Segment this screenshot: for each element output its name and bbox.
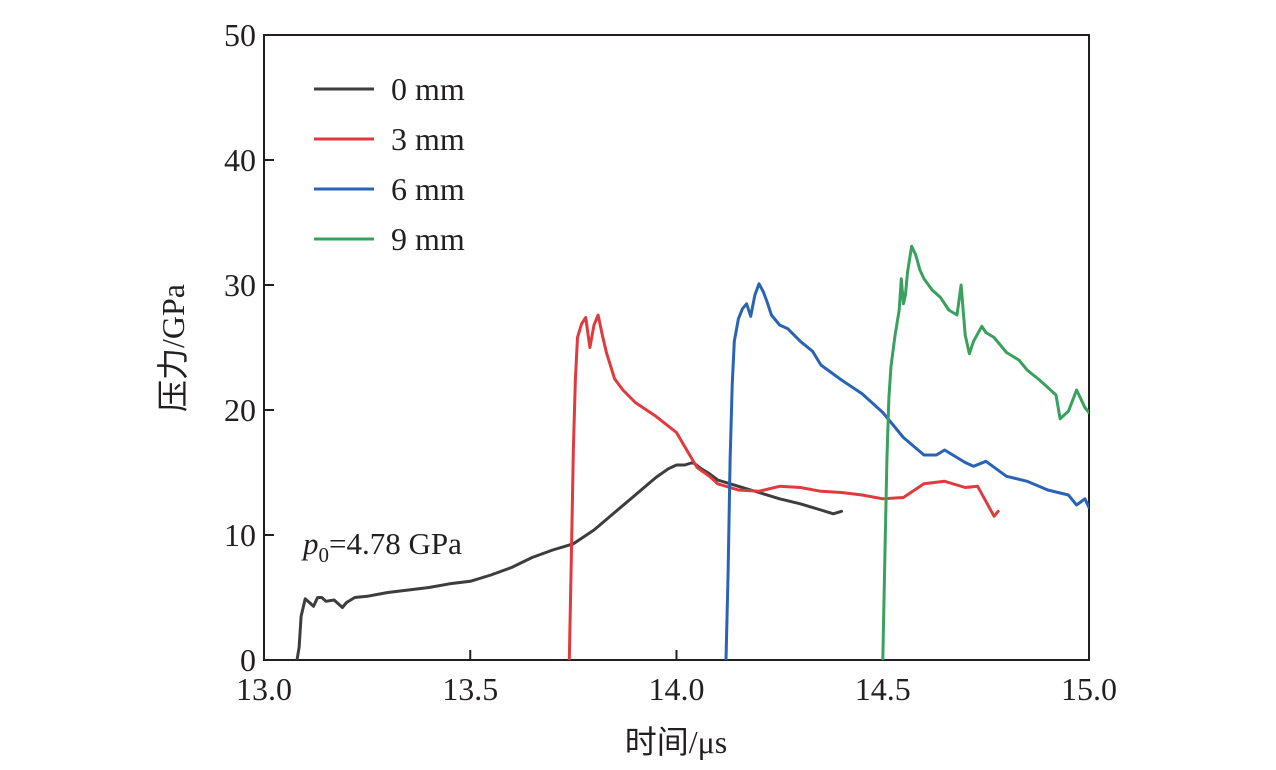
axis-ticks: 13.0 13.5 14.0 14.5 15.0 0 10 20 30 40 50: [224, 17, 1117, 707]
plot-frame: [263, 34, 1090, 661]
y-tick-label: 40: [224, 142, 256, 178]
legend-label-0: 0 mm: [391, 71, 465, 107]
y-tick-label: 20: [224, 392, 256, 428]
annotation-value: =4.78 GPa: [329, 526, 462, 561]
y-tick-label: 0: [240, 642, 256, 678]
annotation-text: p0=4.78 GPa: [301, 526, 462, 567]
y-axis-label: 压力/GPa: [155, 284, 191, 412]
y-tick-label: 10: [224, 517, 256, 553]
legend-label-3: 9 mm: [391, 221, 465, 257]
x-tick-label: 13.5: [442, 671, 498, 707]
annotation-subscript: 0: [319, 543, 330, 567]
series-line-1: [567, 313, 1000, 660]
x-axis-label: 时间/μs: [625, 724, 728, 760]
x-tick-label: 14.5: [855, 671, 911, 707]
y-tick-label: 50: [224, 17, 256, 53]
x-tick-label: 13.0: [236, 671, 292, 707]
legend: 0 mm 3 mm 6 mm 9 mm: [314, 71, 465, 257]
legend-label-1: 3 mm: [391, 121, 465, 157]
legend-label-2: 6 mm: [391, 171, 465, 207]
series-lines: [295, 244, 1089, 660]
series-line-3: [881, 244, 1089, 660]
x-tick-label: 14.0: [649, 671, 705, 707]
series-line-0: [295, 461, 843, 660]
x-tick-label: 15.0: [1061, 671, 1117, 707]
annotation-p-symbol: p: [301, 526, 319, 561]
series-line-2: [724, 282, 1089, 660]
y-tick-label: 30: [224, 267, 256, 303]
